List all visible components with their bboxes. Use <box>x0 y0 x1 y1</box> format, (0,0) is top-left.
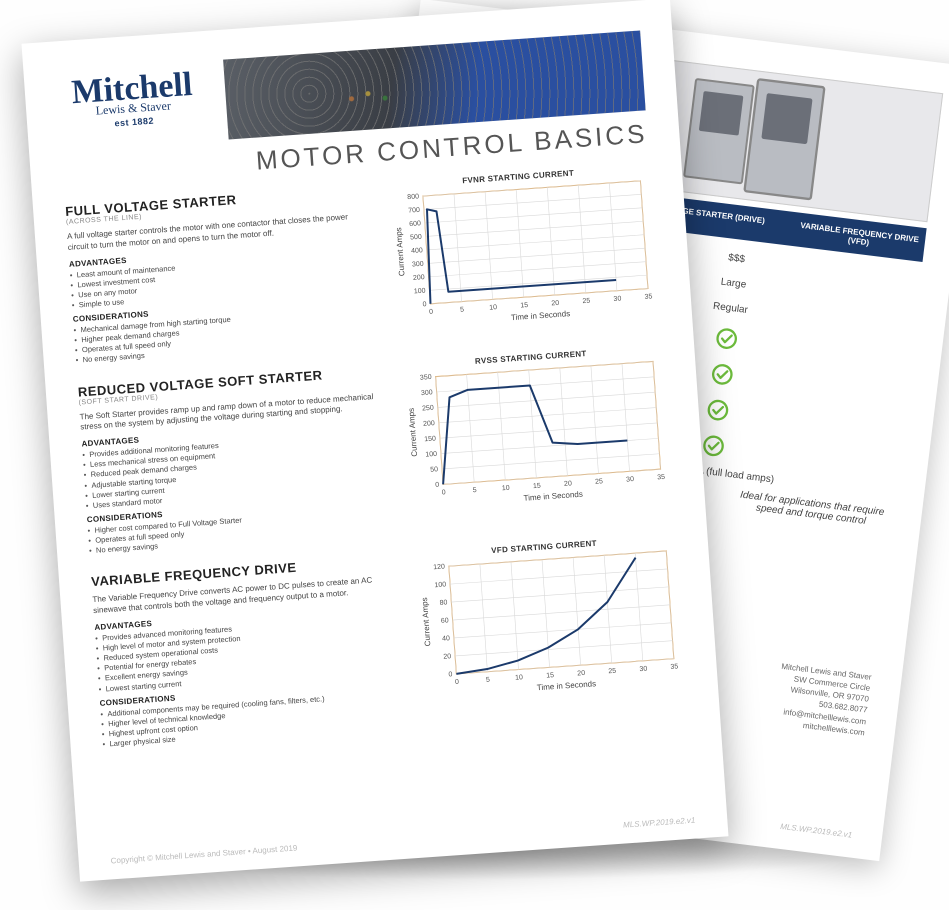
svg-text:100: 100 <box>414 288 426 296</box>
back-header-cell: VARIABLE FREQUENCY DRIVE (VFD) <box>798 221 919 253</box>
svg-text:35: 35 <box>657 473 665 481</box>
svg-text:500: 500 <box>410 234 422 242</box>
footer-doc-code: MLS.WP.2019.e2.v1 <box>623 816 696 830</box>
svg-text:600: 600 <box>409 220 421 228</box>
logo-est: est 1882 <box>114 115 154 128</box>
svg-text:5: 5 <box>486 677 490 684</box>
section-fvs: FULL VOLTAGE STARTER (ACROSS THE LINE) A… <box>65 163 661 370</box>
check-icon <box>710 362 735 387</box>
svg-text:250: 250 <box>422 404 434 412</box>
svg-text:120: 120 <box>433 564 445 572</box>
svg-text:15: 15 <box>533 482 541 490</box>
svg-text:200: 200 <box>423 420 435 428</box>
svg-text:Current Amps: Current Amps <box>420 597 432 646</box>
svg-text:50: 50 <box>430 466 438 474</box>
svg-text:20: 20 <box>564 480 572 488</box>
svg-text:30: 30 <box>614 295 622 303</box>
svg-text:100: 100 <box>435 582 447 590</box>
svg-text:80: 80 <box>440 600 448 608</box>
svg-text:0: 0 <box>423 301 427 308</box>
svg-text:40: 40 <box>442 636 450 644</box>
back-doc-code: MLS.WP.2019.e2.v1 <box>780 822 853 840</box>
vfd-chart: 0 20 40 60 80 100 120 0 5 10 15 20 25 30 35 Time in Sec… <box>413 545 686 703</box>
svg-text:10: 10 <box>489 304 497 312</box>
svg-text:Current Amps: Current Amps <box>394 227 406 276</box>
front-page: Mitchell Lewis & Staver est 1882 MOTOR C… <box>21 0 728 882</box>
svg-text:0: 0 <box>449 671 453 678</box>
svg-text:5: 5 <box>473 487 477 494</box>
svg-text:200: 200 <box>413 274 425 282</box>
svg-text:100: 100 <box>425 450 437 458</box>
check-icon <box>714 326 739 351</box>
section-vfd: VARIABLE FREQUENCY DRIVE The Variable Fr… <box>91 534 688 754</box>
svg-text:Current Amps: Current Amps <box>407 407 419 456</box>
svg-text:0: 0 <box>435 481 439 488</box>
svg-text:60: 60 <box>441 618 449 626</box>
svg-text:0: 0 <box>442 489 446 496</box>
svg-text:35: 35 <box>645 293 653 301</box>
svg-text:30: 30 <box>640 666 648 674</box>
svg-text:20: 20 <box>443 654 451 662</box>
svg-text:0: 0 <box>455 679 459 686</box>
svg-text:15: 15 <box>546 672 554 680</box>
svg-text:30: 30 <box>626 476 634 484</box>
svg-text:20: 20 <box>577 670 585 678</box>
svg-text:300: 300 <box>421 389 433 397</box>
svg-text:400: 400 <box>411 247 423 255</box>
svg-text:10: 10 <box>502 484 510 492</box>
footer-copyright: Copyright © Mitchell Lewis and Staver • … <box>110 843 297 865</box>
svg-text:Time in Seconds: Time in Seconds <box>524 489 584 502</box>
back-address: Mitchell Lewis and StaverSW Commerce Cir… <box>774 661 872 739</box>
fvnr-chart: 0 100 200 300 400 500 600 700 800 0 5 10 15 20 25 30 35 T… <box>387 174 660 332</box>
svg-text:10: 10 <box>515 675 523 683</box>
rvss-chart: 0 50 100 150 200 250 300 350 0 5 10 15 20 25 30 35 Time … <box>400 354 673 512</box>
svg-text:800: 800 <box>407 193 419 201</box>
svg-text:20: 20 <box>552 300 560 308</box>
svg-text:150: 150 <box>424 435 436 443</box>
check-icon <box>701 434 726 459</box>
svg-text:350: 350 <box>420 373 432 381</box>
section-rvss: REDUCED VOLTAGE SOFT STARTER (SOFT START… <box>77 343 674 560</box>
svg-text:Time in Seconds: Time in Seconds <box>511 309 571 322</box>
svg-text:25: 25 <box>608 668 616 676</box>
company-logo: Mitchell Lewis & Staver est 1882 <box>56 61 211 141</box>
svg-text:25: 25 <box>583 298 591 306</box>
check-icon <box>706 398 731 423</box>
svg-text:5: 5 <box>460 306 464 313</box>
svg-text:0: 0 <box>429 309 433 316</box>
svg-text:35: 35 <box>671 664 679 672</box>
svg-text:25: 25 <box>595 478 603 486</box>
svg-text:15: 15 <box>520 302 528 310</box>
svg-text:700: 700 <box>408 207 420 215</box>
svg-text:300: 300 <box>412 261 424 269</box>
svg-text:Time in Seconds: Time in Seconds <box>537 679 597 692</box>
